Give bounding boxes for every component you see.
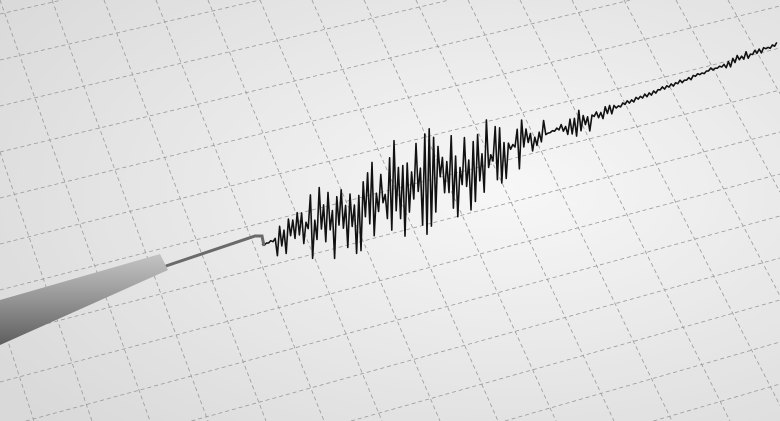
grid-line (0, 0, 151, 421)
grid-line (0, 5, 780, 199)
grid-line (415, 0, 615, 421)
grid-line (350, 299, 780, 421)
grid-line (0, 131, 780, 337)
grid-line (519, 0, 731, 421)
grid-line (191, 257, 780, 421)
grid-line (0, 0, 631, 153)
grid-line (504, 341, 780, 421)
grid-line (727, 0, 780, 94)
grid-line (259, 0, 441, 421)
grid-line (0, 151, 93, 421)
grid-line (0, 0, 63, 15)
seismic-trace (261, 41, 778, 260)
grid-line (571, 0, 780, 406)
grid-line (467, 0, 673, 421)
pen-arm (159, 234, 266, 270)
pen-stylus (0, 234, 266, 345)
grid-line (653, 383, 780, 421)
grid-line (25, 215, 780, 421)
grid-line (675, 0, 780, 193)
grid-line (51, 0, 209, 421)
grid-line (155, 0, 325, 421)
grid-line (207, 0, 383, 421)
grid-line (0, 0, 261, 61)
grid-line (103, 0, 267, 421)
pen-body (0, 254, 168, 345)
grid-line (0, 173, 780, 383)
grid-line (363, 0, 557, 421)
